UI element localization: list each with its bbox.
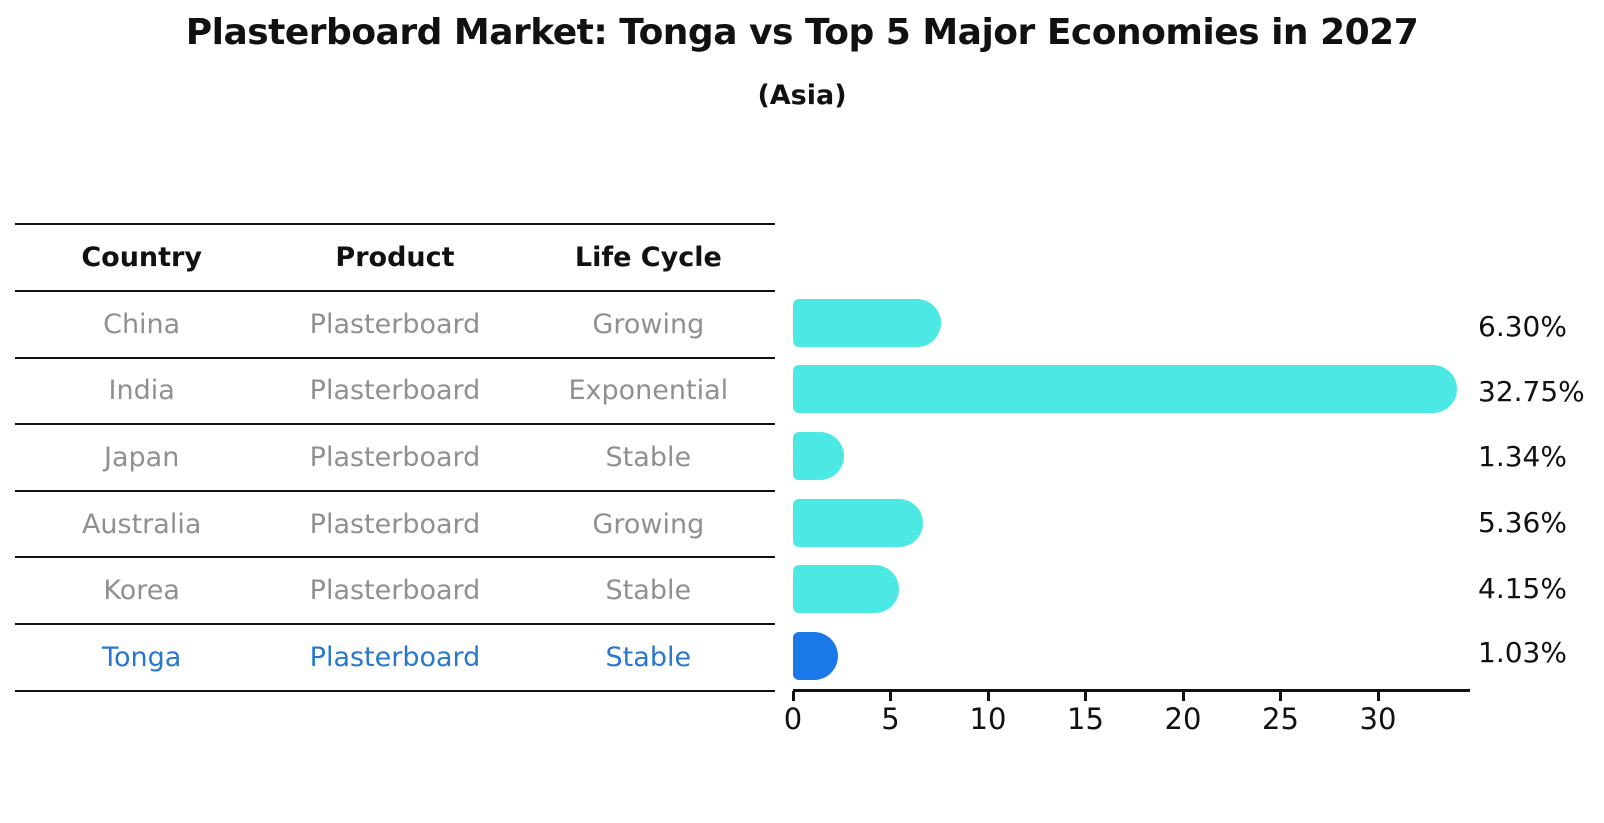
product-cell: Plasterboard: [309, 308, 481, 340]
life-cycle-cell: Growing: [592, 508, 705, 540]
table-row-korea: Korea Plasterboard Stable: [15, 556, 775, 623]
country-cell: China: [103, 308, 181, 340]
product-cell: Plasterboard: [309, 441, 481, 473]
bar-japan: [793, 432, 845, 480]
bar-australia: [793, 499, 923, 547]
product-cell: Plasterboard: [309, 375, 481, 407]
product-cell: Plasterboard: [309, 641, 481, 673]
country-cell: Australia: [81, 508, 202, 540]
bar-tonga: [793, 632, 839, 680]
x-axis-tick-label: 25: [1262, 702, 1299, 736]
product-cell: Plasterboard: [309, 575, 481, 607]
life-cycle-cell: Exponential: [568, 375, 729, 407]
chart-subtitle: (Asia): [757, 80, 847, 111]
x-axis-tick: [1181, 691, 1185, 701]
value-label-japan: 1.34%: [1478, 440, 1567, 473]
country-cell: India: [108, 375, 175, 407]
value-label-australia: 5.36%: [1478, 506, 1567, 539]
country-cell: Japan: [104, 441, 180, 473]
bar-korea: [793, 565, 899, 613]
column-header-country: Country: [81, 242, 202, 273]
table-row-china: China Plasterboard Growing: [15, 290, 775, 357]
x-axis-tick: [889, 691, 892, 701]
x-axis-tick: [791, 691, 795, 701]
country-cell: Tonga: [102, 641, 182, 673]
product-cell: Plasterboard: [309, 508, 481, 540]
country-table: Country Product Life Cycle China Plaster…: [15, 223, 775, 692]
x-axis-tick: [986, 691, 990, 701]
x-axis-tick-label: 0: [783, 702, 803, 736]
value-label-china: 6.30%: [1478, 310, 1567, 343]
x-axis-tick: [1376, 691, 1380, 701]
table-row-india: India Plasterboard Exponential: [15, 356, 775, 424]
x-axis-line: [793, 689, 1470, 692]
x-axis-tick-label: 30: [1359, 702, 1397, 736]
bar-china: [793, 299, 941, 347]
life-cycle-cell: Stable: [605, 641, 692, 673]
column-header-life-cycle: Life Cycle: [574, 242, 722, 273]
table-row-australia: Australia Plasterboard Growing: [15, 489, 775, 557]
x-axis-tick-label: 20: [1164, 702, 1202, 736]
x-axis-tick-label: 10: [969, 702, 1007, 736]
value-label-korea: 4.15%: [1478, 572, 1567, 605]
life-cycle-cell: Stable: [605, 441, 692, 473]
table-row-japan: Japan Plasterboard Stable: [15, 423, 775, 490]
x-axis-tick-label: 15: [1067, 702, 1104, 736]
x-axis-tick: [1084, 691, 1087, 701]
country-cell: Korea: [103, 575, 180, 607]
value-label-india: 32.75%: [1478, 375, 1585, 408]
life-cycle-cell: Growing: [592, 308, 705, 340]
x-axis-tick-label: 5: [881, 702, 900, 736]
chart-title: Plasterboard Market: Tonga vs Top 5 Majo…: [185, 12, 1419, 53]
bar-india: [793, 365, 1457, 413]
table-header-row: Country Product Life Cycle: [15, 223, 775, 290]
x-axis-tick: [1279, 691, 1282, 701]
value-label-tonga: 1.03%: [1478, 636, 1567, 669]
table-row-tonga: Tonga Plasterboard Stable: [15, 622, 775, 690]
life-cycle-cell: Stable: [605, 575, 692, 607]
column-header-product: Product: [335, 242, 455, 273]
